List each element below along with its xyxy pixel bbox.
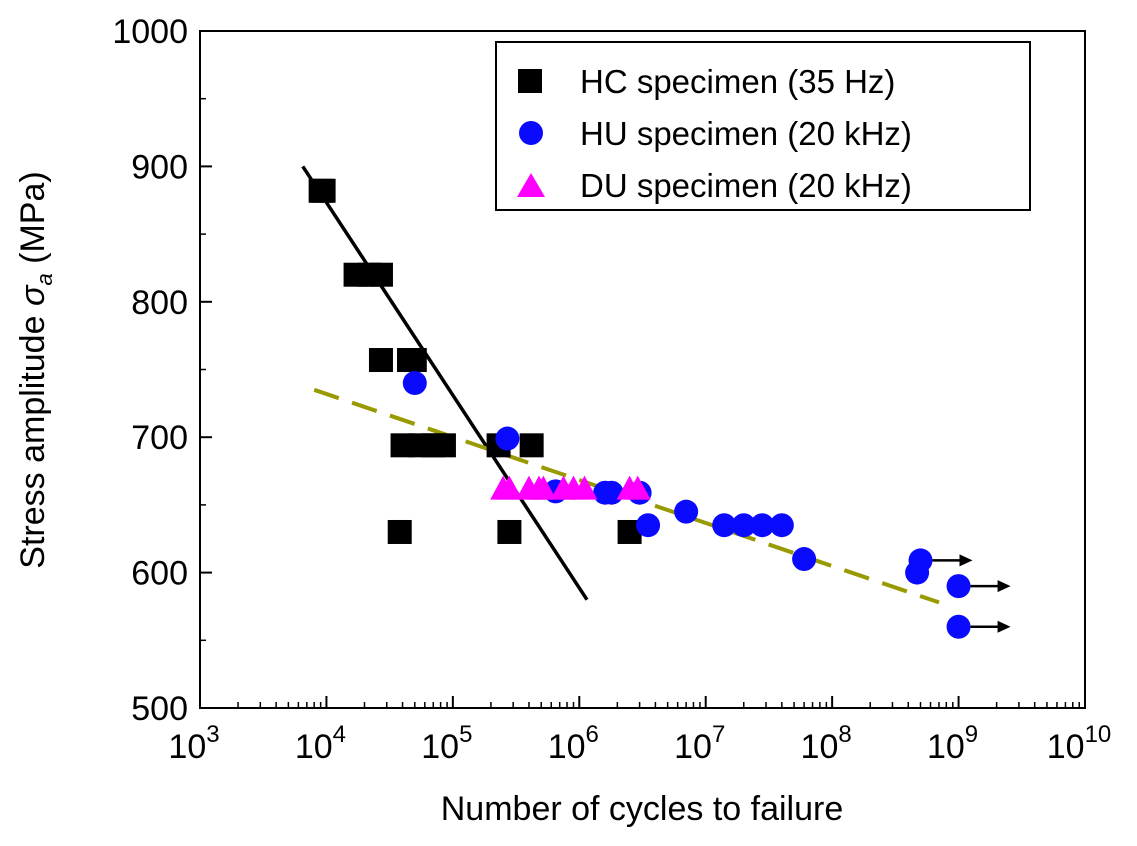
x-tick-exponent: 3 — [206, 721, 219, 748]
legend-marker-square — [518, 69, 542, 93]
y-axis-title-unit: (MPa) — [14, 171, 52, 273]
hc-point — [402, 348, 427, 373]
x-tick-base: 10 — [927, 728, 965, 766]
hc-point — [519, 433, 544, 458]
x-tick-exponent: 8 — [838, 721, 851, 748]
hu-point — [946, 614, 971, 639]
hu-point — [769, 513, 794, 538]
legend-label-hu: HU specimen (20 kHz) — [580, 115, 912, 152]
data-points — [308, 178, 971, 639]
x-tick-base: 10 — [674, 728, 712, 766]
x-tick-base: 10 — [1047, 728, 1085, 766]
runout-arrow-head — [997, 620, 1011, 633]
x-tick-exponent: 10 — [1085, 721, 1112, 748]
x-tick-label: 104 — [295, 721, 346, 766]
y-tick-label: 900 — [131, 148, 188, 186]
x-tick-label: 105 — [421, 721, 472, 766]
legend: HC specimen (35 Hz) HU specimen (20 kHz)… — [495, 41, 1031, 211]
hu-point — [792, 547, 817, 572]
x-tick-label: 103 — [168, 721, 219, 766]
hu-point — [908, 548, 933, 573]
x-tick-label: 107 — [674, 721, 725, 766]
runout-arrows — [932, 554, 1011, 633]
y-tick-label: 800 — [131, 284, 188, 322]
x-tick-exponent: 4 — [333, 721, 346, 748]
x-tick-label: 1010 — [1047, 721, 1112, 766]
hc-point — [387, 519, 412, 544]
x-tick-exponent: 5 — [459, 721, 472, 748]
y-axis-title-main: Stress amplitude — [14, 306, 52, 569]
legend-marker-circle — [519, 121, 543, 145]
hu-point — [946, 574, 971, 599]
x-tick-exponent: 9 — [965, 721, 978, 748]
hu-point — [636, 513, 661, 538]
hu-point — [599, 480, 624, 505]
hc-point — [497, 519, 522, 544]
du-point — [496, 475, 523, 500]
x-tick-base: 10 — [801, 728, 839, 766]
x-tick-exponent: 6 — [586, 721, 599, 748]
legend-label-hc: HC specimen (35 Hz) — [580, 63, 895, 100]
y-tick-label: 1000 — [112, 13, 188, 51]
du-point — [530, 475, 557, 500]
x-tick-label: 109 — [927, 721, 978, 766]
y-axis-title-subscript: a — [32, 273, 57, 285]
x-tick-base: 10 — [295, 728, 333, 766]
du-point — [571, 475, 598, 500]
x-tick-base: 10 — [421, 728, 459, 766]
hu-point — [750, 513, 775, 538]
hu-point — [674, 499, 699, 524]
y-tick-label: 500 — [131, 690, 188, 728]
x-axis-title: Number of cycles to failure — [441, 790, 844, 828]
runout-arrow-head — [997, 580, 1011, 593]
legend-label-du: DU specimen (20 kHz) — [580, 167, 912, 204]
x-tick-base: 10 — [548, 728, 586, 766]
hu-point — [402, 371, 427, 396]
hc-point — [311, 178, 336, 203]
axis-ticks: 103 104 105 106 107 108 109 1010500600700800900… — [112, 13, 1111, 766]
y-axis-title-symbol: σ — [14, 284, 52, 306]
x-tick-label: 106 — [548, 721, 599, 766]
x-tick-base: 10 — [168, 728, 206, 766]
y-axis-title: Stress amplitude σa (MPa) — [14, 171, 57, 568]
fit-line-solid — [301, 165, 589, 601]
legend-box — [495, 41, 1031, 211]
hc-point — [368, 348, 393, 373]
hc-point — [368, 262, 393, 287]
hu-point — [731, 513, 756, 538]
x-tick-label: 108 — [801, 721, 852, 766]
runout-arrow-head — [959, 554, 973, 567]
y-tick-label: 600 — [131, 555, 188, 593]
x-tick-exponent: 7 — [712, 721, 725, 748]
hu-point — [495, 426, 520, 451]
du-point — [624, 475, 651, 500]
hu-point — [712, 513, 737, 538]
y-tick-label: 700 — [131, 419, 188, 457]
legend-marker-triangle — [517, 173, 545, 197]
hc-point — [431, 433, 456, 458]
